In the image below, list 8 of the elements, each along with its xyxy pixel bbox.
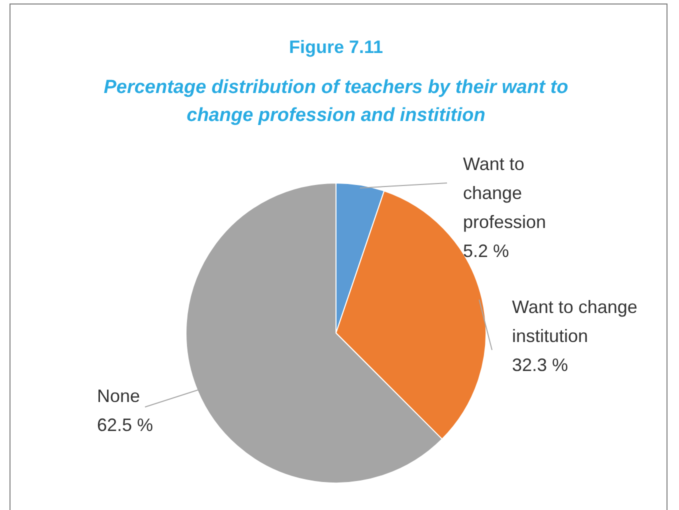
slice-label: Want to change institution xyxy=(512,297,638,346)
slice-label: None xyxy=(97,386,140,406)
data-label: 32.3 % xyxy=(512,355,568,375)
chart-title: Figure 7.11 xyxy=(288,37,384,57)
data-label: 62.5 % xyxy=(97,415,154,435)
chart-subtitle: Percentage distribution of teachers by their want to change profession and institition xyxy=(104,77,568,126)
slice-label: Want to change profession xyxy=(463,154,546,232)
data-label: 5.2 % xyxy=(463,241,510,261)
